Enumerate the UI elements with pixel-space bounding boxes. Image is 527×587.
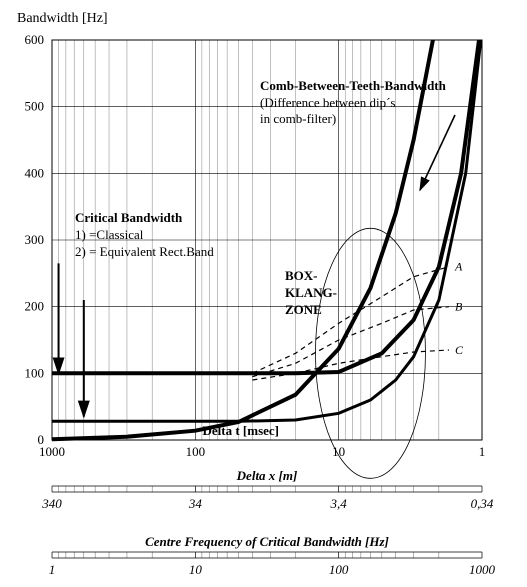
comb-sub1: (Difference between dip´s (260, 95, 395, 110)
comb-sub2: in comb-filter) (260, 111, 336, 126)
chart-svg: 01002003004005006001000100101Bandwidth [… (0, 0, 527, 587)
sec-tick-1-2: 100 (329, 562, 349, 577)
curve-label-A: A (454, 260, 463, 274)
arrow-comb (420, 115, 455, 190)
boxklang3: ZONE (285, 302, 322, 317)
crit-sub1: 1) =Classical (75, 227, 144, 242)
comb-title: Comb-Between-Teeth-Bandwidth (260, 78, 447, 93)
y-tick: 100 (25, 365, 45, 380)
x-tick: 1000 (39, 444, 65, 459)
curve-A (252, 267, 449, 374)
sec-tick-1-1: 10 (189, 562, 203, 577)
boxklang1: BOX- (285, 268, 318, 283)
y-tick: 300 (25, 232, 45, 247)
y-tick: 600 (25, 32, 45, 47)
y-tick: 200 (25, 299, 45, 314)
y-tick: 500 (25, 99, 45, 114)
curve-label-B: B (455, 300, 463, 314)
sec-tick-0-0: 340 (41, 496, 62, 511)
sec-axis-title-0: Delta x [m] (236, 468, 298, 483)
sec-tick-0-3: 0,34 (471, 496, 494, 511)
sec-axis-title-1: Centre Frequency of Critical Bandwidth [… (145, 534, 389, 549)
crit-sub2: 2) = Equivalent Rect.Band (75, 244, 214, 259)
sec-tick-1-0: 1 (49, 562, 56, 577)
x-tick: 10 (332, 444, 345, 459)
y-tick: 400 (25, 165, 45, 180)
sec-tick-0-2: 3,4 (330, 496, 348, 511)
x-tick: 1 (479, 444, 486, 459)
sec-tick-1-3: 1000 (469, 562, 496, 577)
boxklang2: KLANG- (285, 285, 337, 300)
sec-tick-0-1: 34 (188, 496, 203, 511)
chart-container: 01002003004005006001000100101Bandwidth [… (0, 0, 527, 587)
crit-title: Critical Bandwidth (75, 210, 183, 225)
x-tick: 100 (186, 444, 206, 459)
curve-label-C: C (455, 343, 464, 357)
y-axis-title: Bandwidth [Hz] (17, 11, 108, 26)
